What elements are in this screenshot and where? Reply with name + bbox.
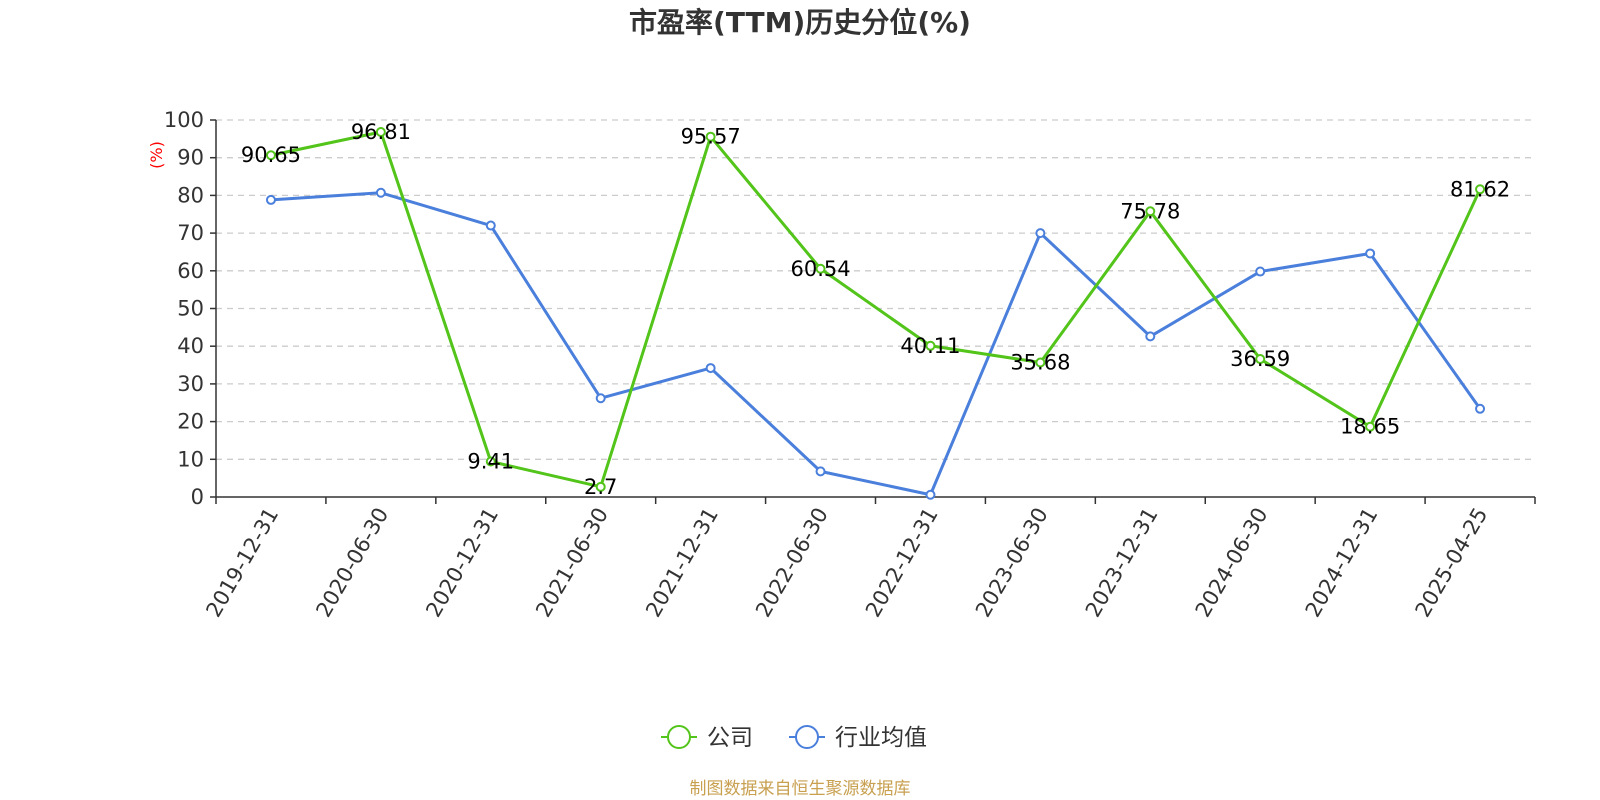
data-point	[1145, 206, 1156, 217]
data-point	[1365, 421, 1376, 432]
data-point	[375, 127, 386, 138]
data-point	[265, 194, 276, 205]
y-tick-label: 90	[177, 146, 204, 170]
data-point	[265, 150, 276, 161]
series-line	[270, 191, 1482, 497]
data-label: 95.57	[681, 125, 741, 149]
y-tick-label: 0	[191, 485, 204, 509]
data-point	[485, 456, 496, 467]
data-label: 36.59	[1230, 347, 1290, 371]
data-label: 40.11	[900, 334, 960, 358]
y-tick-label: 100	[164, 108, 204, 132]
data-point	[705, 131, 716, 142]
data-point	[375, 187, 386, 198]
data-point	[1035, 228, 1046, 239]
legend-item[interactable]: 行业均值	[789, 725, 927, 751]
data-point	[1255, 266, 1266, 277]
data-point	[1255, 354, 1266, 365]
legend-marker	[795, 725, 819, 749]
x-tick-label: 2021-06-30	[531, 504, 613, 622]
data-labels: 90.65 96.81 9.41 2.7 95.57 60.54 40.11 35.68 75.…	[241, 120, 1510, 499]
x-tick-label: 2020-06-30	[311, 504, 393, 622]
data-label: 18.65	[1340, 415, 1400, 439]
legend-marker	[667, 725, 691, 749]
data-label: 90.65	[241, 143, 301, 167]
x-tick-label: 2025-04-25	[1411, 504, 1493, 622]
y-tick-label: 80	[177, 183, 204, 207]
x-tick-label: 2021-12-31	[641, 504, 723, 622]
x-tick-label: 2024-12-31	[1301, 504, 1383, 622]
data-label: 60.54	[790, 257, 850, 281]
legend[interactable]: 公司 行业均值	[661, 725, 927, 751]
data-label: 35.68	[1010, 350, 1070, 374]
x-ticks: 2019-12-31 2020-06-30 2020-12-31 2021-06-30…	[201, 497, 1536, 622]
data-point	[485, 220, 496, 231]
data-point	[925, 489, 936, 500]
y-tick-label: 20	[177, 410, 204, 434]
data-label: 96.81	[351, 120, 411, 144]
y-tick-label: 70	[177, 221, 204, 245]
x-tick-label: 2023-06-30	[971, 504, 1053, 622]
data-point	[815, 263, 826, 274]
chart-title: 市盈率(TTM)历史分位(%)	[629, 6, 971, 39]
x-tick-label: 2022-12-31	[861, 504, 943, 622]
y-tick-label: 10	[177, 447, 204, 471]
data-label: 81.62	[1450, 177, 1510, 201]
data-point	[1035, 357, 1046, 368]
legend-item[interactable]: 公司	[661, 725, 753, 751]
x-tick-label: 2024-06-30	[1191, 504, 1273, 622]
data-point	[595, 393, 606, 404]
data-point	[815, 466, 826, 477]
legend-label: 公司	[707, 725, 753, 751]
x-tick-label: 2023-12-31	[1081, 504, 1163, 622]
data-point	[1475, 184, 1486, 195]
grid-lines	[216, 119, 1535, 460]
data-label: 75.78	[1120, 199, 1180, 223]
data-point	[705, 363, 716, 374]
y-axis-label: (%)	[147, 141, 166, 169]
y-ticks: 0 10 20 30 40 50 60 70 80 90 100	[164, 108, 216, 509]
x-tick-label: 2019-12-31	[201, 504, 283, 622]
y-tick-label: 60	[177, 259, 204, 283]
data-point	[595, 481, 606, 492]
data-label: 2.7	[584, 475, 617, 499]
series-line	[270, 130, 1482, 489]
y-tick-label: 50	[177, 297, 204, 321]
data-point	[925, 340, 936, 351]
x-tick-label: 2020-12-31	[421, 504, 503, 622]
data-point	[1475, 403, 1486, 414]
series-group	[265, 127, 1486, 500]
source-note: 制图数据来自恒生聚源数据库	[690, 779, 911, 799]
legend-label: 行业均值	[835, 725, 927, 751]
y-tick-label: 40	[177, 334, 204, 358]
data-point	[1145, 331, 1156, 342]
data-point	[1365, 248, 1376, 259]
x-tick-label: 2022-06-30	[751, 504, 833, 622]
y-tick-label: 30	[177, 372, 204, 396]
data-label: 9.41	[467, 450, 514, 474]
